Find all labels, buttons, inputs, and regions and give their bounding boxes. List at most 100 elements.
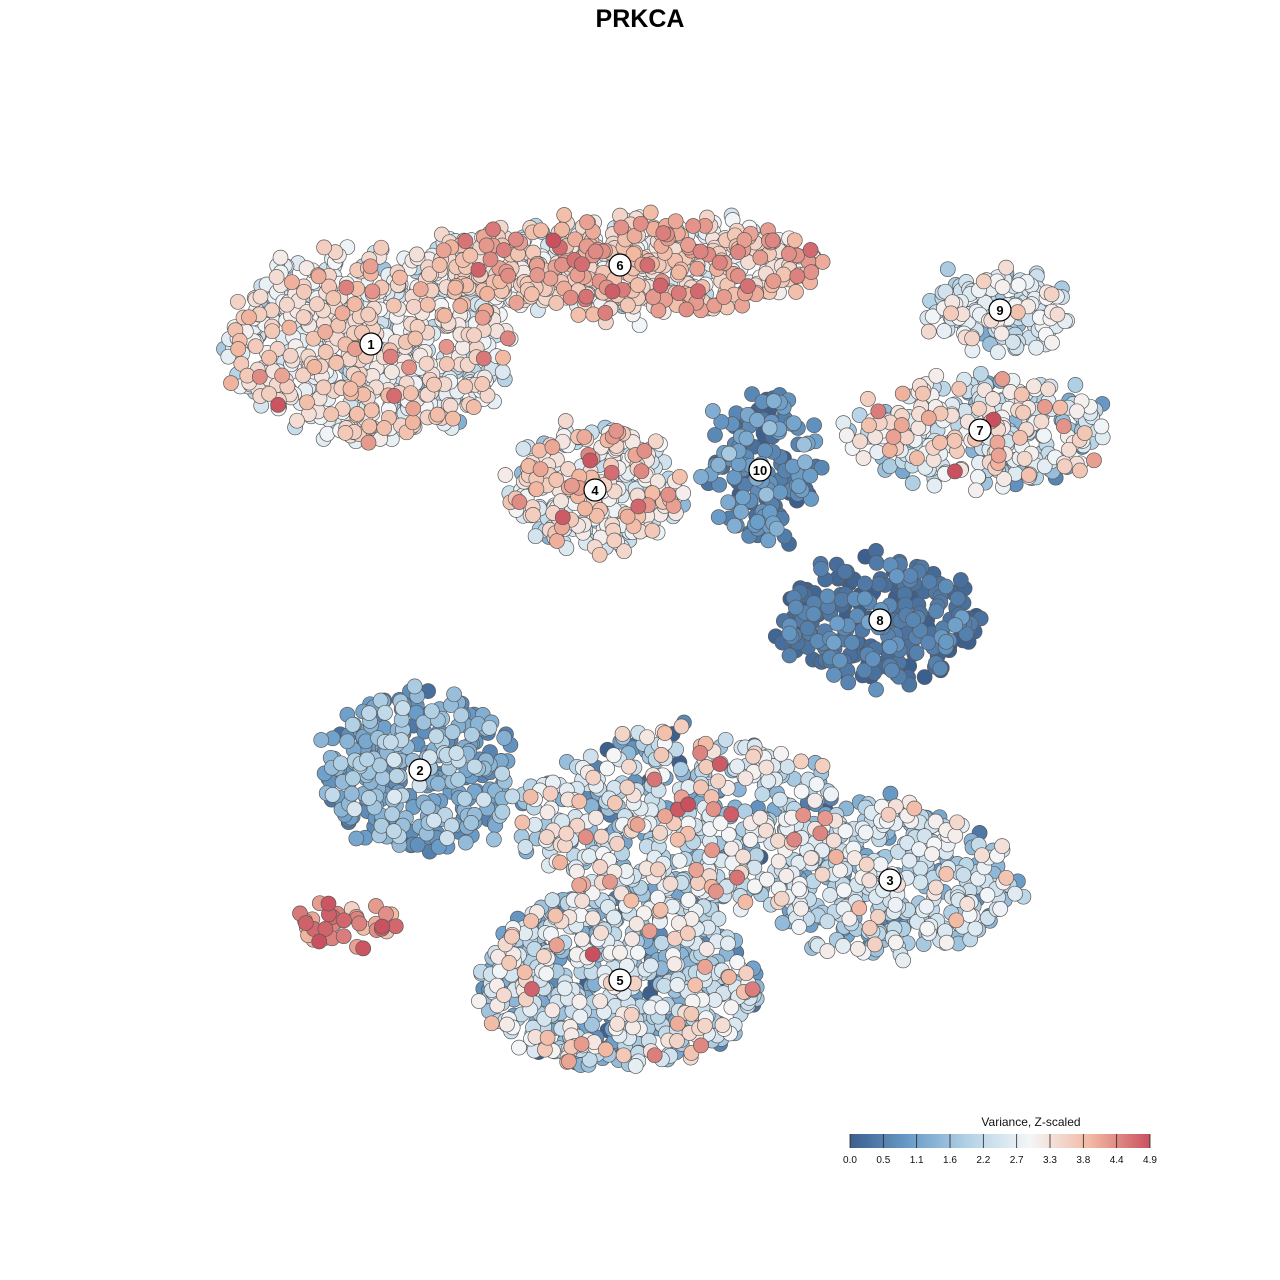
data-point	[683, 1006, 700, 1022]
data-point	[500, 267, 517, 284]
data-point	[998, 869, 1015, 886]
data-point	[865, 651, 881, 668]
data-point	[316, 239, 332, 256]
data-point	[452, 298, 469, 314]
data-point	[289, 412, 305, 429]
data-point	[419, 296, 436, 313]
data-point	[361, 790, 377, 806]
data-point	[619, 779, 636, 796]
data-point	[723, 806, 740, 823]
data-point	[690, 283, 706, 300]
data-point	[612, 944, 628, 961]
data-point	[947, 463, 963, 480]
data-point	[542, 270, 559, 287]
colorbar-tick-label: 0.5	[876, 1155, 890, 1166]
data-point	[904, 475, 921, 491]
data-point	[924, 846, 940, 862]
data-point	[639, 257, 656, 273]
data-point	[711, 476, 728, 493]
data-point	[791, 881, 807, 898]
data-point	[544, 892, 561, 908]
data-point	[223, 375, 239, 391]
data-point	[429, 406, 446, 423]
data-point	[332, 755, 349, 772]
data-point	[409, 246, 425, 263]
data-point	[570, 307, 587, 323]
data-point	[582, 748, 599, 765]
data-point	[457, 378, 474, 395]
data-point	[404, 414, 421, 431]
data-point	[805, 606, 822, 622]
data-point	[861, 920, 878, 936]
data-point	[284, 274, 300, 291]
data-point	[841, 910, 858, 927]
data-point	[928, 603, 945, 620]
data-point	[584, 1016, 600, 1033]
data-point	[785, 415, 802, 432]
data-point	[548, 937, 565, 954]
data-point	[979, 887, 996, 903]
data-point	[328, 355, 345, 371]
data-point	[772, 791, 788, 808]
data-point	[230, 341, 247, 357]
data-point	[409, 836, 426, 853]
data-point	[457, 834, 474, 851]
data-point	[729, 954, 746, 970]
data-point	[858, 856, 875, 873]
data-point	[781, 647, 798, 664]
data-point	[705, 801, 722, 817]
data-point	[1012, 429, 1028, 446]
data-point	[395, 700, 411, 717]
data-point	[738, 430, 755, 447]
data-point	[908, 644, 925, 661]
data-point	[446, 686, 462, 703]
data-point	[516, 964, 533, 981]
data-point	[932, 434, 948, 451]
data-point	[430, 775, 446, 792]
data-point	[757, 442, 773, 459]
data-point	[795, 807, 812, 824]
data-point	[374, 918, 390, 935]
data-point	[921, 573, 938, 590]
data-point	[996, 471, 1012, 487]
data-point	[721, 445, 737, 462]
colorbar-tick-label: 4.9	[1143, 1155, 1157, 1166]
data-point	[623, 892, 640, 909]
data-point	[607, 795, 623, 811]
data-point	[687, 977, 704, 993]
colorbar-tick-label: 0.0	[843, 1155, 857, 1166]
data-point	[539, 1029, 556, 1046]
data-point	[697, 959, 713, 975]
data-point	[272, 249, 289, 266]
data-point	[360, 434, 377, 451]
data-point	[838, 427, 855, 444]
data-point	[740, 278, 756, 294]
data-point	[927, 813, 944, 830]
data-point	[1052, 399, 1069, 416]
data-point	[261, 349, 277, 366]
data-point	[511, 494, 528, 510]
data-point	[402, 385, 419, 402]
data-point	[881, 442, 898, 459]
data-point	[998, 259, 1014, 276]
data-point	[758, 822, 774, 839]
data-point	[306, 359, 323, 375]
data-point	[1005, 334, 1021, 350]
data-point	[359, 751, 375, 768]
data-point	[823, 786, 839, 803]
data-point	[495, 242, 512, 258]
data-point	[909, 450, 925, 467]
data-point	[606, 532, 623, 549]
data-point	[855, 450, 872, 466]
data-point	[1086, 452, 1102, 469]
data-point	[501, 955, 518, 971]
data-point	[313, 732, 330, 748]
data-point	[445, 410, 461, 427]
data-point	[819, 943, 836, 959]
data-point	[920, 323, 937, 340]
data-point	[749, 514, 766, 530]
data-point	[646, 1047, 663, 1064]
data-point	[557, 413, 574, 429]
data-point	[787, 599, 804, 616]
